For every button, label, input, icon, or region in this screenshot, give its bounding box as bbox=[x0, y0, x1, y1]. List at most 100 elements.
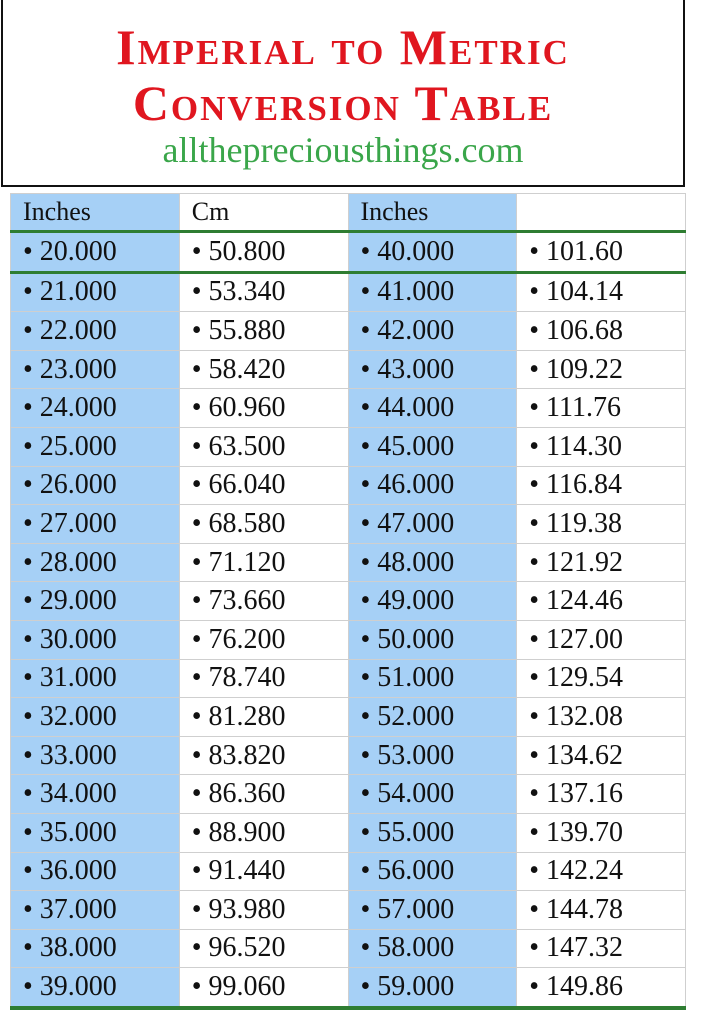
table-row: • 27.000 • 68.580 • 47.000 • 119.38 bbox=[10, 504, 686, 544]
inches-cell: • 32.000 bbox=[10, 697, 180, 737]
inches-cell: • 41.000 bbox=[347, 271, 518, 313]
inches-cell: • 30.000 bbox=[10, 619, 180, 660]
cm-cell: • 127.00 bbox=[516, 619, 686, 660]
inches-cell: • 57.000 bbox=[347, 890, 518, 930]
inches-cell: • 55.000 bbox=[347, 812, 518, 853]
table-row: • 31.000 • 78.740 • 51.000 • 129.54 bbox=[10, 658, 686, 699]
cm-cell: • 53.340 bbox=[178, 271, 349, 313]
table-row: • 24.000 • 60.960 • 44.000 • 111.76 bbox=[10, 388, 686, 428]
inches-cell: • 21.000 bbox=[10, 271, 180, 313]
cm-cell: • 129.54 bbox=[516, 658, 686, 699]
cm-cell: • 73.660 bbox=[178, 581, 349, 621]
table-row: • 38.000 • 96.520 • 58.000 • 147.32 bbox=[10, 928, 686, 969]
cm-cell: • 137.16 bbox=[516, 774, 686, 814]
inches-cell: • 28.000 bbox=[10, 542, 180, 583]
cm-cell: • 121.92 bbox=[516, 542, 686, 583]
cm-cell: • 50.800 bbox=[178, 231, 349, 274]
table-row: • 23.000 • 58.420 • 43.000 • 109.22 bbox=[10, 349, 686, 390]
header-cm-1: Cm bbox=[178, 193, 349, 233]
cm-cell: • 111.76 bbox=[516, 388, 686, 428]
inches-cell: • 46.000 bbox=[347, 465, 518, 506]
inches-cell: • 33.000 bbox=[10, 735, 180, 776]
table-row: • 39.000 • 99.060 • 59.000 • 149.86 bbox=[10, 967, 686, 1010]
inches-cell: • 39.000 bbox=[10, 967, 180, 1010]
inches-cell: • 37.000 bbox=[10, 890, 180, 930]
cm-cell: • 78.740 bbox=[178, 658, 349, 699]
cm-cell: • 76.200 bbox=[178, 619, 349, 660]
cm-cell: • 91.440 bbox=[178, 851, 349, 892]
inches-cell: • 43.000 bbox=[347, 349, 518, 390]
inches-cell: • 49.000 bbox=[347, 581, 518, 621]
inches-cell: • 20.000 bbox=[10, 231, 180, 274]
inches-cell: • 59.000 bbox=[347, 967, 518, 1010]
cm-cell: • 71.120 bbox=[178, 542, 349, 583]
inches-cell: • 53.000 bbox=[347, 735, 518, 776]
table-row: • 30.000 • 76.200 • 50.000 • 127.00 bbox=[10, 619, 686, 660]
cm-cell: • 132.08 bbox=[516, 697, 686, 737]
title-line-1: Imperial to Metric bbox=[116, 19, 570, 75]
cm-cell: • 101.60 bbox=[516, 231, 686, 274]
inches-cell: • 48.000 bbox=[347, 542, 518, 583]
cm-cell: • 83.820 bbox=[178, 735, 349, 776]
website-watermark: allthepreciousthings.com bbox=[162, 130, 524, 170]
inches-cell: • 58.000 bbox=[347, 928, 518, 969]
inches-cell: • 51.000 bbox=[347, 658, 518, 699]
inches-cell: • 40.000 bbox=[347, 231, 518, 274]
cm-cell: • 134.62 bbox=[516, 735, 686, 776]
table-row: • 37.000 • 93.980 • 57.000 • 144.78 bbox=[10, 890, 686, 930]
table-row: • 26.000 • 66.040 • 46.000 • 116.84 bbox=[10, 465, 686, 506]
inches-cell: • 42.000 bbox=[347, 311, 518, 351]
inches-cell: • 52.000 bbox=[347, 697, 518, 737]
cm-cell: • 63.500 bbox=[178, 426, 349, 467]
table-row: • 21.000 • 53.340 • 41.000 • 104.14 bbox=[10, 271, 686, 313]
inches-cell: • 36.000 bbox=[10, 851, 180, 892]
title-box: Imperial to Metric Conversion Table allt… bbox=[1, 0, 685, 187]
cm-cell: • 81.280 bbox=[178, 697, 349, 737]
inches-cell: • 22.000 bbox=[10, 311, 180, 351]
cm-cell: • 147.32 bbox=[516, 928, 686, 969]
cm-cell: • 93.980 bbox=[178, 890, 349, 930]
inches-cell: • 54.000 bbox=[347, 774, 518, 814]
cm-cell: • 99.060 bbox=[178, 967, 349, 1010]
inches-cell: • 25.000 bbox=[10, 426, 180, 467]
cm-cell: • 144.78 bbox=[516, 890, 686, 930]
table-row: • 36.000 • 91.440 • 56.000 • 142.24 bbox=[10, 851, 686, 892]
table-row: • 32.000 • 81.280 • 52.000 • 132.08 bbox=[10, 697, 686, 737]
inches-cell: • 35.000 bbox=[10, 812, 180, 853]
inches-cell: • 26.000 bbox=[10, 465, 180, 506]
table-row: • 28.000 • 71.120 • 48.000 • 121.92 bbox=[10, 542, 686, 583]
cm-cell: • 96.520 bbox=[178, 928, 349, 969]
inches-cell: • 23.000 bbox=[10, 349, 180, 390]
cm-cell: • 68.580 bbox=[178, 504, 349, 544]
table-row: • 22.000 • 55.880 • 42.000 • 106.68 bbox=[10, 311, 686, 351]
header-inches-1: Inches bbox=[10, 193, 180, 233]
cm-cell: • 139.70 bbox=[516, 812, 686, 853]
table-row: • 20.000 • 50.800 • 40.000 • 101.60 bbox=[10, 231, 686, 274]
inches-cell: • 50.000 bbox=[347, 619, 518, 660]
conversion-table: Inches Cm Inches • 20.000 • 50.800 • 40.00… bbox=[10, 193, 686, 1010]
header-inches-2: Inches bbox=[347, 193, 518, 233]
inches-cell: • 34.000 bbox=[10, 774, 180, 814]
cm-cell: • 124.46 bbox=[516, 581, 686, 621]
inches-cell: • 47.000 bbox=[347, 504, 518, 544]
cm-cell: • 116.84 bbox=[516, 465, 686, 506]
inches-cell: • 31.000 bbox=[10, 658, 180, 699]
inches-cell: • 29.000 bbox=[10, 581, 180, 621]
cm-cell: • 106.68 bbox=[516, 311, 686, 351]
table-row: • 34.000 • 86.360 • 54.000 • 137.16 bbox=[10, 774, 686, 814]
inches-cell: • 27.000 bbox=[10, 504, 180, 544]
title-line-2: Conversion Table bbox=[132, 75, 554, 131]
cm-cell: • 60.960 bbox=[178, 388, 349, 428]
cm-cell: • 142.24 bbox=[516, 851, 686, 892]
cm-cell: • 149.86 bbox=[516, 967, 686, 1010]
inches-cell: • 44.000 bbox=[347, 388, 518, 428]
cm-cell: • 104.14 bbox=[516, 271, 686, 313]
header-cm-2 bbox=[516, 193, 686, 233]
table-row: • 25.000 • 63.500 • 45.000 • 114.30 bbox=[10, 426, 686, 467]
cm-cell: • 88.900 bbox=[178, 812, 349, 853]
inches-cell: • 56.000 bbox=[347, 851, 518, 892]
inches-cell: • 24.000 bbox=[10, 388, 180, 428]
cm-cell: • 58.420 bbox=[178, 349, 349, 390]
cm-cell: • 119.38 bbox=[516, 504, 686, 544]
cm-cell: • 109.22 bbox=[516, 349, 686, 390]
